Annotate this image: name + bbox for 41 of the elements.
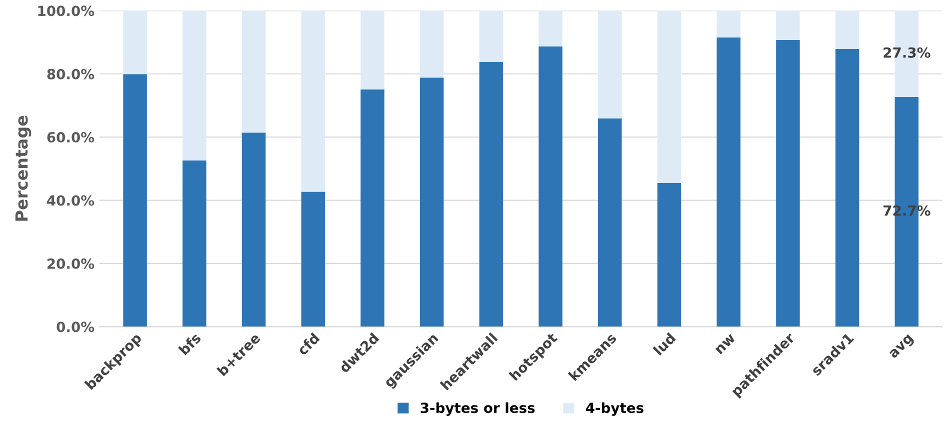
x-tick-label: lud	[652, 332, 676, 356]
bar	[242, 10, 266, 133]
data-label: 27.3%	[884, 47, 930, 58]
bar	[776, 40, 800, 327]
y-axis-title: Percentage	[15, 116, 32, 221]
bar	[420, 10, 444, 78]
y-tick-label: 60.0%	[47, 132, 94, 143]
bar	[242, 132, 266, 327]
bar	[716, 10, 740, 38]
bar	[123, 74, 147, 327]
bar	[835, 48, 860, 327]
x-tick-label: avg	[888, 334, 916, 361]
legend-label: 4-bytes	[586, 402, 644, 416]
y-tick-label: 20.0%	[47, 258, 94, 269]
bar	[360, 10, 384, 90]
bar	[420, 78, 444, 327]
bar	[598, 118, 622, 327]
bar	[657, 182, 682, 327]
bar	[360, 89, 384, 327]
bar	[776, 10, 800, 40]
bar	[538, 46, 562, 327]
y-tick-label: 80.0%	[47, 68, 94, 80]
bar	[716, 38, 740, 327]
bar	[479, 62, 504, 327]
legend-label: 3-bytes or less	[420, 402, 535, 416]
bar	[182, 160, 206, 327]
bar	[301, 10, 325, 192]
bar	[598, 10, 622, 118]
y-tick-label: 100.0%	[38, 6, 94, 16]
bar	[479, 10, 504, 62]
x-tick-label: cfd	[296, 332, 320, 356]
x-tick-label: bfs	[178, 332, 202, 356]
bar	[182, 10, 206, 160]
x-tick-label: nw	[715, 334, 736, 354]
y-tick-label: 40.0%	[47, 195, 94, 206]
bar	[835, 10, 860, 49]
bar	[538, 10, 562, 46]
bar	[657, 10, 682, 183]
bar	[123, 10, 147, 74]
y-tick-label: 0.0%	[56, 322, 94, 332]
bar	[301, 192, 325, 327]
